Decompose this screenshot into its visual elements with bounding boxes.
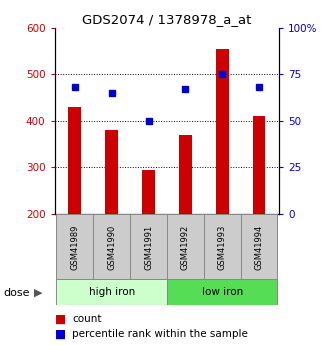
Text: percentile rank within the sample: percentile rank within the sample — [72, 329, 248, 339]
Bar — [142, 170, 155, 307]
Text: ▶: ▶ — [34, 288, 42, 297]
Bar — [56, 279, 167, 305]
Bar — [130, 214, 167, 281]
Bar — [241, 214, 277, 281]
Text: high iron: high iron — [89, 287, 135, 297]
Title: GDS2074 / 1378978_a_at: GDS2074 / 1378978_a_at — [82, 13, 252, 27]
Text: GSM41990: GSM41990 — [107, 225, 116, 270]
Bar — [179, 135, 192, 307]
Text: low iron: low iron — [202, 287, 243, 297]
Bar — [105, 130, 118, 307]
Text: GSM41992: GSM41992 — [181, 225, 190, 270]
Bar — [253, 116, 265, 307]
Text: ■: ■ — [55, 327, 66, 341]
Bar — [93, 214, 130, 281]
Text: dose: dose — [3, 288, 30, 297]
Bar — [56, 214, 93, 281]
Text: GSM41989: GSM41989 — [70, 225, 79, 270]
Text: GSM41994: GSM41994 — [255, 225, 264, 270]
Bar — [167, 214, 204, 281]
Bar — [204, 214, 241, 281]
Text: GSM41993: GSM41993 — [218, 225, 227, 270]
Text: GSM41991: GSM41991 — [144, 225, 153, 270]
Text: ■: ■ — [55, 313, 66, 326]
Text: count: count — [72, 314, 102, 324]
Bar — [167, 279, 277, 305]
Bar — [216, 49, 229, 307]
Bar — [68, 107, 81, 307]
